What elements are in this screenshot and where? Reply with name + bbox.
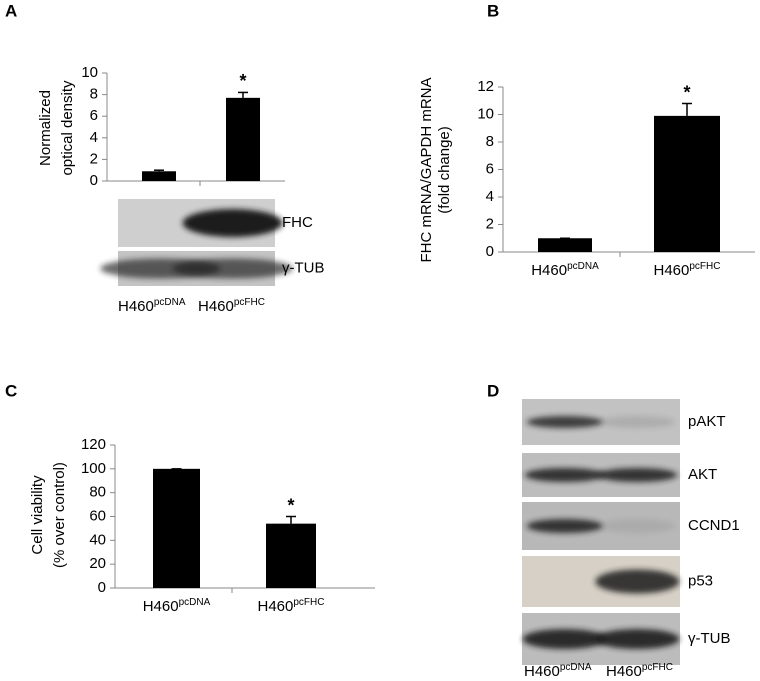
x-tick-label: H460pcFHC [654, 261, 721, 279]
y-tick-label: 6 [90, 107, 98, 124]
label-base: H460 [143, 598, 179, 615]
blot-band [595, 569, 680, 594]
blot-lane-label: H460pcFHC [606, 662, 673, 680]
label-superscript: pcFHC [293, 597, 324, 608]
blot-row-label: CCND1 [688, 517, 740, 534]
y-tick-label: 4 [90, 129, 98, 146]
bar [266, 523, 316, 588]
y-tick-label: 20 [89, 555, 106, 572]
label-superscript: pcFHC [234, 297, 265, 308]
y-tick-label: 80 [89, 484, 106, 501]
blot-row-label: γ-TUB [282, 259, 325, 276]
label-superscript: pcDNA [154, 297, 186, 308]
blot-row-label: p53 [688, 572, 713, 589]
panel-label: B [487, 1, 499, 20]
blot-lane-label: H460pcDNA [118, 297, 186, 315]
blot-band [595, 629, 680, 649]
label-superscript: pcFHC [689, 261, 720, 272]
y-tick-label: 100 [81, 460, 106, 477]
blot-band [526, 519, 603, 533]
panel-label: C [5, 381, 17, 400]
bar [142, 171, 176, 181]
y-tick-label: 0 [90, 172, 98, 189]
blot-band [599, 416, 676, 428]
y-axis-label-line: Cell viability [29, 475, 46, 555]
x-tick-label: H460pcDNA [143, 597, 211, 615]
label-base: H460 [654, 262, 690, 279]
label-base: H460 [524, 663, 560, 680]
blot-row-label: γ-TUB [688, 630, 731, 647]
blot-row-label: AKT [688, 466, 717, 483]
blot-band [182, 209, 283, 237]
panel-label: D [487, 381, 499, 400]
y-axis-label-line: (fold change) [436, 126, 453, 214]
x-tick-label: H460pcFHC [258, 597, 325, 615]
y-tick-label: 60 [89, 507, 106, 524]
y-tick-label: 0 [98, 579, 106, 596]
blot-band [597, 468, 678, 482]
blot-band [526, 416, 603, 428]
y-tick-label: 10 [81, 64, 98, 81]
label-superscript: pcFHC [642, 662, 673, 673]
label-base: H460 [118, 298, 154, 315]
blot-lane-label: H460pcDNA [524, 662, 592, 680]
significance-marker: * [287, 495, 294, 515]
y-axis-label-line: optical density [59, 80, 76, 176]
y-axis-label: FHC mRNA/GAPDH mRNA(fold change) [418, 77, 453, 262]
y-tick-label: 120 [81, 436, 106, 453]
label-superscript: pcDNA [567, 261, 599, 272]
blot-band [524, 468, 605, 482]
y-tick-label: 10 [477, 105, 494, 122]
bar [654, 115, 720, 252]
bar [538, 238, 592, 252]
y-axis-label: Cell viability (% over control) [29, 462, 68, 568]
blot-band [522, 629, 607, 649]
significance-marker: * [239, 71, 246, 91]
label-base: H460 [258, 598, 294, 615]
x-tick-label: H460pcDNA [531, 261, 599, 279]
y-tick-label: 40 [89, 531, 106, 548]
y-tick-label: 0 [486, 243, 494, 260]
y-axis-label: Normalized optical density [37, 80, 76, 176]
y-tick-label: 2 [90, 150, 98, 167]
y-tick-label: 8 [90, 86, 98, 103]
y-tick-label: 6 [486, 160, 494, 177]
blot-band [172, 258, 293, 279]
label-base: H460 [606, 663, 642, 680]
label-superscript: pcDNA [560, 662, 592, 673]
y-tick-label: 4 [486, 188, 494, 205]
y-tick-label: 2 [486, 215, 494, 232]
significance-marker: * [683, 82, 690, 102]
y-axis-label-line: (% over control) [51, 462, 68, 568]
label-superscript: pcDNA [179, 597, 211, 608]
blot-band [599, 519, 676, 533]
blot-row-label: pAKT [688, 413, 726, 430]
y-axis-label-line: Normalized [37, 90, 54, 166]
blot-row-label: FHC [282, 214, 313, 231]
y-tick-label: 12 [477, 78, 494, 95]
blot-lane-label: H460pcFHC [198, 297, 265, 315]
label-base: H460 [531, 262, 567, 279]
label-base: H460 [198, 298, 234, 315]
y-tick-label: 8 [486, 133, 494, 150]
bar [153, 468, 200, 588]
y-axis-label-line: FHC mRNA/GAPDH mRNA [418, 77, 435, 262]
bar [226, 97, 260, 181]
panel-label: A [5, 1, 17, 20]
